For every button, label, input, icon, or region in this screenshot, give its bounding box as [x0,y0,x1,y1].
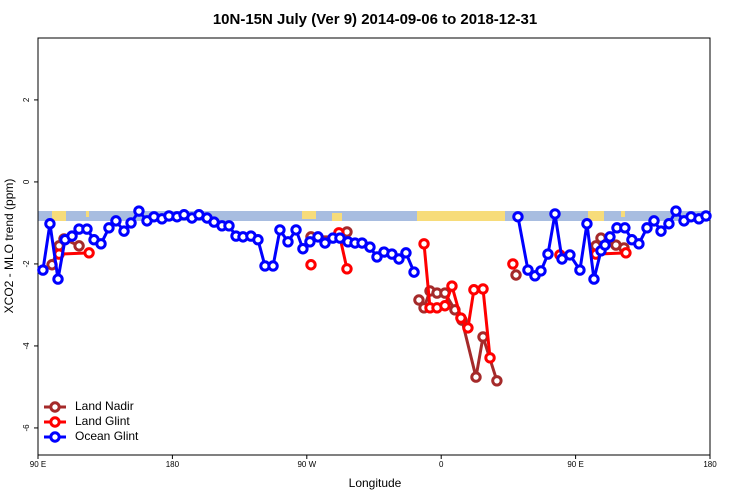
land-patch [332,213,342,221]
data-point [470,371,482,383]
data-point [297,243,309,255]
data-point [305,259,317,271]
data-point [455,312,467,324]
ocean-strip [38,211,710,221]
legend-label: Land Glint [75,414,130,428]
data-point [37,264,49,276]
series [37,205,712,285]
land-patch [52,211,66,221]
y-axis-label: XCO2 - MLO trend (ppm) [2,179,16,314]
legend-marker [49,416,61,428]
data-point [604,231,616,243]
y-tick-label: -6 [22,424,31,432]
x-tick-label: 90 E [30,460,46,469]
data-point [663,218,675,230]
data-point [542,248,554,260]
land-patch [86,211,89,217]
data-point [700,210,712,222]
data-point [282,236,294,248]
data-point [491,375,503,387]
land-patch [417,211,505,221]
data-point [319,237,331,249]
data-point [619,222,631,234]
series [53,227,632,364]
data-point [462,322,474,334]
x-tick-label: 90 E [567,460,583,469]
data-point [290,224,302,236]
data-point [641,222,653,234]
data-point [574,264,586,276]
data-point [446,280,458,292]
data-point [648,215,660,227]
plot-frame [37,37,711,456]
data-point [439,300,451,312]
x-tick-label: 0 [439,460,444,469]
x-tick-label: 180 [166,460,180,469]
data-point [267,260,279,272]
y-tick-label: -2 [22,260,31,268]
data-point [535,265,547,277]
data-point [118,225,130,237]
data-point [223,220,235,232]
data-point [413,294,425,306]
data-point [510,269,522,281]
y-tick-label: -4 [22,342,31,350]
legend-label: Ocean Glint [75,429,139,443]
land-mask-strip [38,211,710,221]
data-point [252,234,264,246]
data-point [66,230,78,242]
data-point [81,223,93,235]
data-point [512,211,524,223]
data-point [581,218,593,230]
data-point [620,247,632,259]
data-point [110,215,122,227]
data-point [522,264,534,276]
data-point [52,273,64,285]
x-tick-label: 180 [703,460,717,469]
data-point [564,249,576,261]
x-tick-label: 90 W [297,460,316,469]
data-point [364,241,376,253]
data-point [477,331,489,343]
data-point [125,217,137,229]
data-point [83,247,95,259]
chart-title: 10N-15N July (Ver 9) 2014-09-06 to 2018-… [213,11,537,28]
data-point [393,253,405,265]
y-tick-label: 2 [22,97,31,102]
data-point [670,205,682,217]
land-patch [302,211,316,219]
data-point [633,238,645,250]
legend-marker [49,431,61,443]
land-patch [621,211,625,217]
data-point [133,205,145,217]
legend-marker [49,401,61,413]
data-point [599,239,611,251]
data-point [507,258,519,270]
data-point [274,224,286,236]
data-point [468,284,480,296]
data-point [484,352,496,364]
data-point [44,218,56,230]
data-point [418,238,430,250]
x-axis-label: Longitude [349,476,402,490]
data-point [304,236,316,248]
data-point [312,231,324,243]
data-point [588,273,600,285]
data-point [103,222,115,234]
data-point [477,283,489,295]
data-point [341,263,353,275]
data-point [400,247,412,259]
series-line [58,232,626,358]
data-point [95,238,107,250]
y-tick-label: 0 [22,179,31,184]
data-point [655,225,667,237]
land-patch [588,211,604,221]
data-point [408,266,420,278]
legend-label: Land Nadir [75,399,134,413]
data-point [549,208,561,220]
data-point [73,240,85,252]
